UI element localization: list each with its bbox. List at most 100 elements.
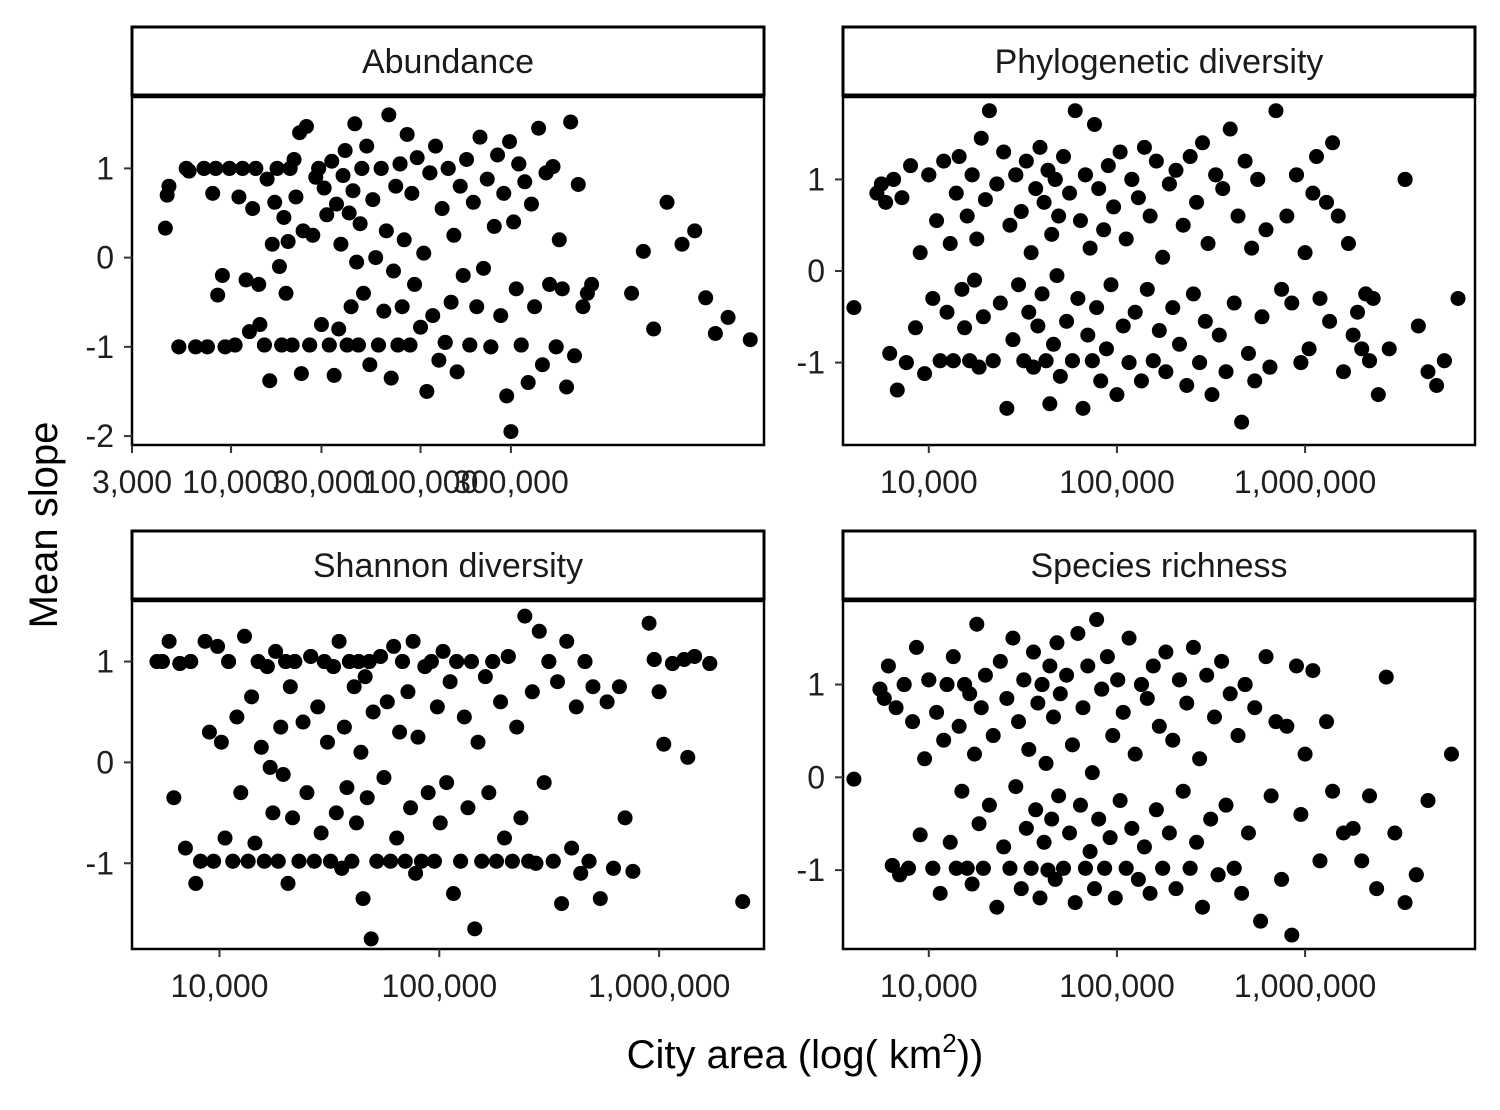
data-point [973,700,989,716]
data-point [205,185,221,201]
data-point [985,353,1001,369]
data-point [460,800,476,816]
data-point [921,672,937,688]
data-point [183,654,199,670]
data-point [455,267,471,283]
data-point [1330,208,1346,224]
data-point [426,853,442,869]
data-point [551,232,567,248]
data-point [541,654,557,670]
data-point [235,160,251,176]
data-point [196,160,212,176]
data-point [493,308,509,324]
data-point [1165,732,1181,748]
data-point [971,359,987,375]
data-point [917,751,933,767]
data-point [559,379,575,395]
data-point [742,332,758,348]
data-point [1420,793,1436,809]
data-point [323,853,339,869]
data-point [1100,158,1116,174]
data-point [188,875,204,891]
data-point [511,156,527,172]
data-point [1185,639,1201,655]
data-point [394,299,410,315]
data-point [1319,194,1335,210]
data-point [1127,304,1143,320]
data-point [221,160,237,176]
data-point [1258,649,1274,665]
data-point [925,290,941,306]
data-point [929,704,945,720]
data-point [245,201,261,217]
data-point [646,652,662,668]
facet-title: Species richness [1030,547,1287,585]
data-point [376,770,392,786]
data-point [1142,885,1158,901]
data-point [469,299,485,315]
data-point [319,734,335,750]
data-point [527,299,543,315]
y-tick-label: 1 [96,644,114,680]
data-point [989,899,1005,915]
data-point [344,853,360,869]
data-point [969,231,985,247]
data-point [248,160,264,176]
x-tick-label: 10,000 [880,968,978,1004]
data-point [605,860,621,876]
data-point [1322,313,1338,329]
data-point [1032,890,1048,906]
data-point [846,771,862,787]
data-point [1062,185,1078,201]
data-point [967,746,983,762]
data-point [1047,171,1063,187]
data-point [1018,153,1034,169]
data-point [1018,820,1034,836]
data-point [1136,139,1152,155]
data-point [948,185,964,201]
data-point [882,345,898,361]
data-point [687,648,703,664]
data-point [355,285,371,301]
data-point [493,694,509,710]
data-point [1130,871,1146,887]
data-point [241,324,257,340]
data-point [550,674,566,690]
facet-strip [130,529,766,601]
data-point [548,339,564,355]
data-point [324,153,340,169]
data-point [1049,635,1065,651]
data-point [414,853,430,869]
data-point [954,783,970,799]
data-point [1094,681,1110,697]
x-tick-label: 30,000 [273,464,371,500]
data-point [350,337,366,353]
data-point [227,337,243,353]
data-point [365,192,381,208]
data-point [1226,295,1242,311]
data-point [354,160,370,176]
data-point [299,785,315,801]
data-point [1301,341,1317,357]
x-axis-title: City area (log( km2)) [627,1028,984,1077]
data-point [306,853,322,869]
y-tick-label: 1 [807,667,825,703]
data-point [954,281,970,297]
data-point [274,337,290,353]
data-point [1244,240,1260,256]
data-point [1082,240,1098,256]
data-point [959,860,975,876]
data-point [936,732,952,748]
data-point [467,921,483,937]
data-point [171,339,187,355]
data-point [1192,751,1208,767]
scatter-points [157,107,758,440]
data-point [962,686,978,702]
data-point [1121,630,1137,646]
data-point [524,684,540,700]
facet-2: Shannon diversity -1 0 1 10,000 100,000 1,000,… [86,529,766,1004]
data-point [405,633,421,649]
data-point [1214,653,1230,669]
y-tick-label: -1 [797,345,825,381]
y-tick-label: -1 [797,852,825,888]
